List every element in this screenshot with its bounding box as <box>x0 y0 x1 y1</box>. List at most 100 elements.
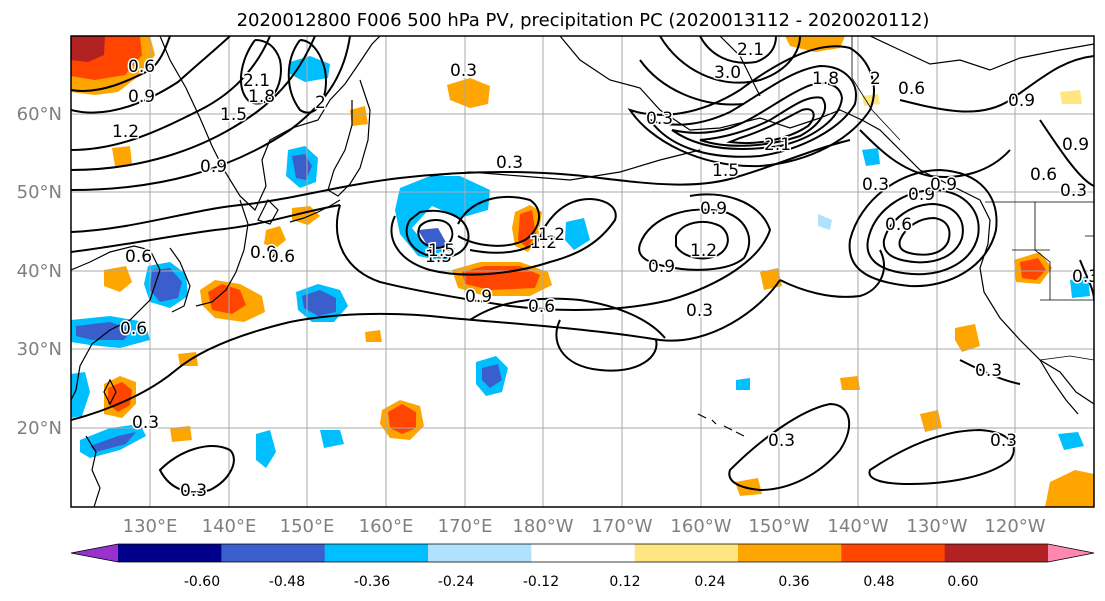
shade-warm <box>1020 258 1046 280</box>
figure-title: 2020012800 F006 500 hPa PV, precipitatio… <box>237 10 930 31</box>
contour-label: 0.3 <box>1060 181 1087 201</box>
border-alaska-canada <box>851 36 901 141</box>
colorbar-segment <box>634 544 739 562</box>
contour-line <box>405 209 470 259</box>
shade-warm <box>388 404 416 434</box>
contour-line <box>647 64 857 158</box>
contour-label: 0.3 <box>180 481 207 501</box>
contour-line <box>335 193 772 311</box>
lat-label-30n: 30°N <box>17 339 62 360</box>
contour-line <box>899 55 1094 113</box>
lon-label: 160°W <box>670 516 731 537</box>
contour-line <box>417 219 454 250</box>
colorbar-segments <box>70 543 1095 563</box>
contour-line <box>239 39 282 105</box>
contour-label: 2.1 <box>737 40 764 60</box>
coastline-kamchatka <box>327 79 371 197</box>
contour-line <box>71 279 781 421</box>
coastline-hawaii <box>697 413 745 437</box>
contour-line <box>699 96 827 147</box>
contour-line <box>71 204 341 253</box>
shade-warm <box>518 210 536 248</box>
shade-warm <box>862 94 880 106</box>
contour-line <box>627 45 875 168</box>
shade-cool <box>302 290 336 316</box>
lat-label-20n: 20°N <box>17 418 62 439</box>
colorbar-tick-label: -0.36 <box>354 574 390 590</box>
contour-label: 0.9 <box>1062 135 1089 155</box>
contour-line <box>457 196 540 247</box>
colorbar-segment <box>738 544 842 562</box>
lon-label: 130°E <box>123 516 178 537</box>
shade-warm <box>462 266 540 290</box>
contour-label: 1.8 <box>248 87 275 107</box>
shade-warm <box>108 382 132 412</box>
colorbar-tick-label: 0.36 <box>778 574 809 590</box>
contour-line <box>859 129 1011 178</box>
colorbar-segment <box>428 544 532 562</box>
shade-cool <box>290 56 330 82</box>
contour-label: 0.3 <box>990 431 1017 451</box>
contour-line <box>728 402 850 492</box>
colorbar-tick-label: -0.60 <box>184 574 220 590</box>
latitude-labels: 60°N 50°N 40°N 30°N 20°N <box>17 104 62 439</box>
contour-label: 0.3 <box>862 175 889 195</box>
lon-label: 150°E <box>280 516 335 537</box>
contour-label: 0.6 <box>528 297 555 317</box>
contour-label: 0.3 <box>1072 267 1099 287</box>
contour-line <box>726 108 815 145</box>
coastline-korea <box>169 247 191 313</box>
contour-label: 1.5 <box>428 241 455 261</box>
contour-label: 1.5 <box>220 105 247 125</box>
lat-label-40n: 40°N <box>17 261 62 282</box>
contour-label: 0.9 <box>128 87 155 107</box>
contour-label: 2 <box>870 69 881 89</box>
borders <box>851 36 1094 361</box>
coastline-baja <box>1039 359 1079 415</box>
shade-cool <box>818 214 832 230</box>
contour-line <box>287 39 327 114</box>
gridlines <box>71 36 1094 507</box>
contour-label: 1.5 <box>425 247 452 267</box>
coastline-na-west <box>979 199 1094 405</box>
coastline-japan <box>195 199 249 307</box>
colorbar-tick-label: 0.48 <box>863 574 894 590</box>
shade-warm <box>178 352 198 366</box>
contour-line <box>71 36 231 114</box>
shade-cool <box>482 364 502 388</box>
contour-label: 0.3 <box>768 431 795 451</box>
contour-line <box>469 297 666 339</box>
colorbar-ticks: -0.60 -0.48 -0.36 -0.24 -0.12 0.12 0.24 … <box>184 574 979 590</box>
shade-warm <box>365 330 382 342</box>
coastline-philippines <box>85 435 101 507</box>
contour-label: 0.3 <box>132 413 159 433</box>
shade-cool <box>1070 276 1090 298</box>
border-us-mexico <box>1039 355 1094 361</box>
colorbar-extend-max <box>1048 544 1094 562</box>
shade-warm <box>447 78 490 108</box>
shade-cool <box>71 372 90 418</box>
contour-label: 0.9 <box>250 243 277 263</box>
shade-cool <box>1058 432 1084 450</box>
shade-cool <box>565 218 590 250</box>
coastline-alaska-north <box>719 36 761 97</box>
colorbar: -0.60 -0.48 -0.36 -0.24 -0.12 0.12 0.24 … <box>70 543 1095 590</box>
colorbar-tick-label: 0.12 <box>609 574 640 590</box>
coastline-japan-hokkaido <box>257 198 279 225</box>
colorbar-outline <box>70 543 1095 563</box>
lon-label: 150°W <box>748 516 809 537</box>
contour-label: 0.9 <box>930 175 957 195</box>
contour-label: 0.3 <box>686 301 713 321</box>
contour-line <box>959 359 1021 385</box>
contour-label: 2.1 <box>243 71 270 91</box>
contour-line <box>866 188 980 276</box>
contour-line <box>1039 119 1094 187</box>
contour-label: 0.9 <box>908 185 935 205</box>
colorbar-tick-label: 0.24 <box>694 574 725 590</box>
lon-label: 120°W <box>984 516 1045 537</box>
contour-line <box>848 168 998 288</box>
colorbar-segment <box>221 544 326 562</box>
contour-line <box>71 36 171 92</box>
colorbar-segment <box>531 544 636 562</box>
shade-cool <box>395 176 490 262</box>
